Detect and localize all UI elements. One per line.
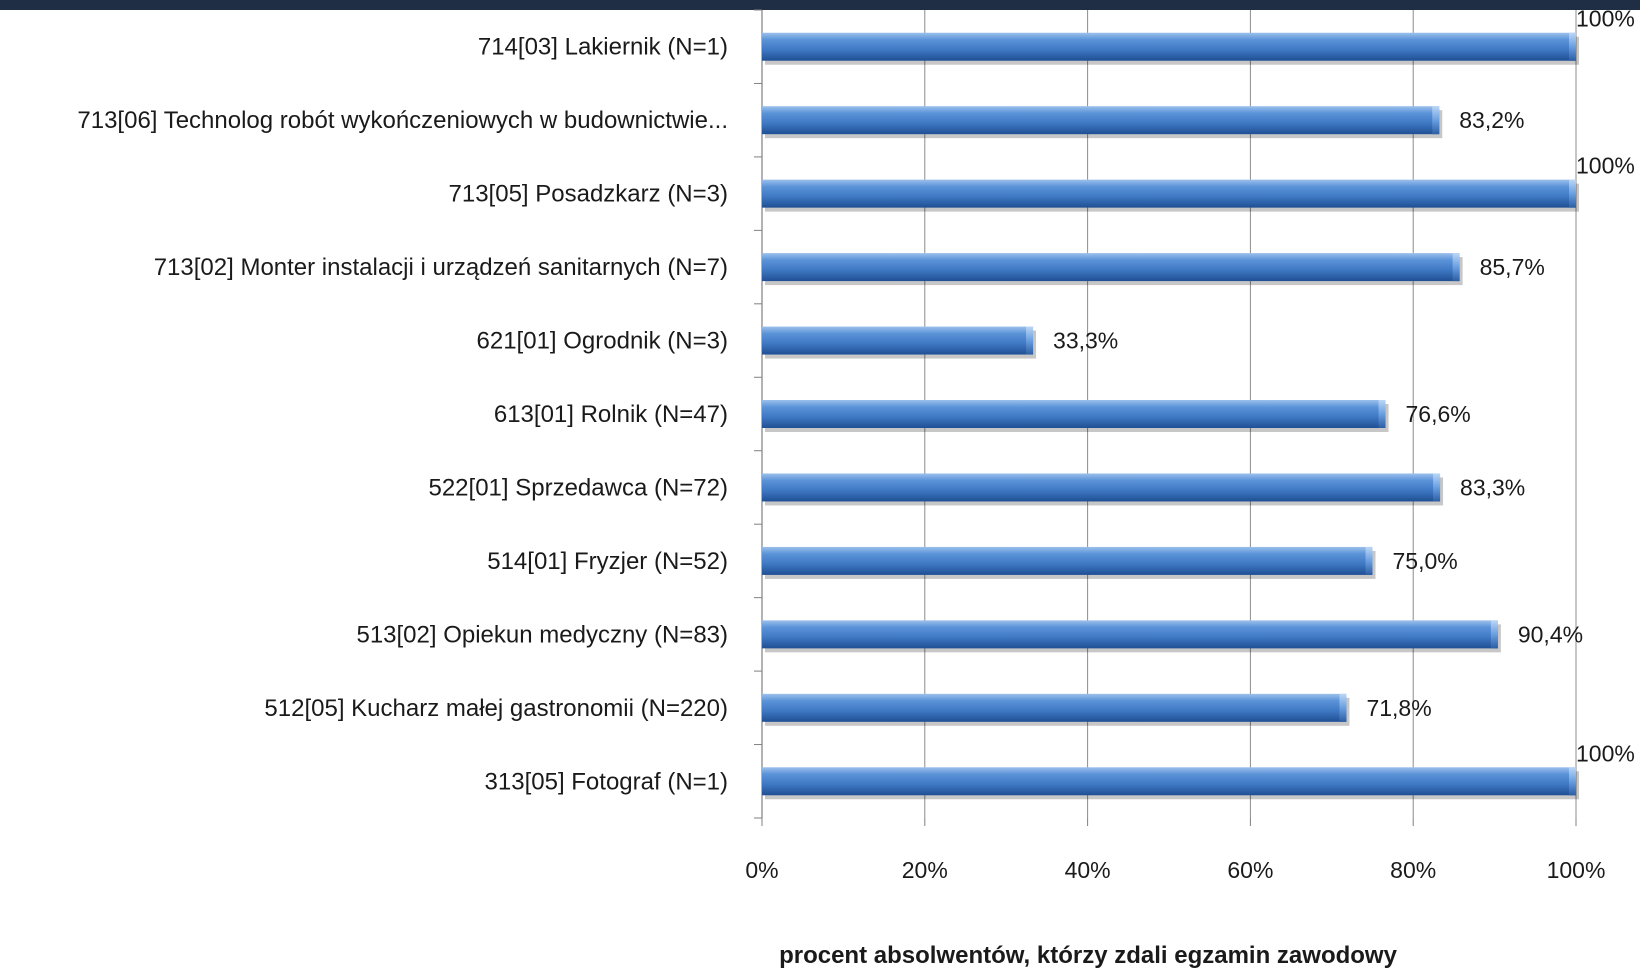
- category-label: 714[03] Lakiernik (N=1): [478, 34, 728, 61]
- bar-end-cap: [1339, 693, 1347, 722]
- bar-body: [762, 253, 1460, 282]
- data-labels: 100% 83,2% 100% 85,7% 33,3% 76,6% 83,3% 75,0% 90…: [1053, 6, 1635, 767]
- bar-body: [762, 106, 1440, 135]
- x-tick-label: 40%: [1065, 857, 1111, 883]
- x-axis-title: procent absolwentów, którzy zdali egzami…: [779, 942, 1398, 969]
- category-label: 613[01] Rolnik (N=47): [494, 401, 728, 428]
- category-label: 514[01] Fryzjer (N=52): [487, 548, 728, 575]
- data-label: 71,8%: [1366, 695, 1431, 721]
- bar-end-cap: [1569, 179, 1576, 208]
- bar: [762, 179, 1579, 212]
- bar-body: [762, 179, 1576, 208]
- bar-end-cap: [1026, 326, 1034, 355]
- bar-body: [762, 767, 1576, 796]
- bar: [762, 767, 1579, 800]
- data-label: 75,0%: [1393, 548, 1458, 574]
- bar-body: [762, 400, 1386, 428]
- bar: [762, 400, 1389, 432]
- bar: [762, 693, 1350, 726]
- data-label: 100%: [1576, 740, 1635, 766]
- bar: [762, 620, 1501, 653]
- x-tick-label: 80%: [1390, 857, 1436, 883]
- category-labels: 714[03] Lakiernik (N=1) 713[06] Technolog…: [77, 34, 728, 796]
- category-label: 313[05] Fotograf (N=1): [485, 768, 728, 795]
- bar: [762, 546, 1376, 579]
- category-label: 713[06] Technolog robót wykończeniowych …: [77, 107, 728, 134]
- data-label: 83,2%: [1459, 107, 1524, 133]
- bar: [762, 106, 1443, 139]
- bar: [762, 326, 1037, 359]
- x-tick-labels: 0% 20% 40% 60% 80% 100%: [745, 857, 1605, 883]
- data-label: 100%: [1576, 153, 1635, 179]
- bar-body: [762, 326, 1034, 355]
- bar-end-cap: [1365, 546, 1373, 575]
- x-tick-label: 0%: [745, 857, 778, 883]
- bar-body: [762, 693, 1347, 722]
- bar-end-cap: [1433, 473, 1441, 502]
- category-label: 522[01] Sprzedawca (N=72): [428, 474, 728, 501]
- bar-end-cap: [1490, 620, 1498, 649]
- bar-end-cap: [1569, 32, 1576, 61]
- category-label: 513[02] Opiekun medyczny (N=83): [356, 621, 728, 648]
- top-band: [0, 0, 1640, 10]
- bar-end-cap: [1452, 253, 1460, 282]
- data-label: 90,4%: [1518, 621, 1583, 647]
- bar: [762, 32, 1579, 65]
- x-tick-label: 100%: [1547, 857, 1606, 883]
- data-label: 100%: [1576, 6, 1635, 32]
- bar-body: [762, 32, 1576, 61]
- data-label: 83,3%: [1460, 474, 1525, 500]
- data-label: 33,3%: [1053, 328, 1118, 354]
- bar-end-cap: [1432, 106, 1440, 135]
- category-label: 713[02] Monter instalacji i urządzeń san…: [154, 254, 728, 281]
- category-label: 621[01] Ogrodnik (N=3): [477, 328, 728, 355]
- category-label: 512[05] Kucharz małej gastronomii (N=220…: [264, 695, 728, 722]
- bar-body: [762, 620, 1498, 649]
- category-label: 713[05] Posadzkarz (N=3): [449, 181, 728, 208]
- x-tick-label: 20%: [902, 857, 948, 883]
- bars: [762, 32, 1579, 800]
- bar-body: [762, 546, 1373, 575]
- bar: [762, 253, 1463, 286]
- bar: [762, 473, 1444, 506]
- bar-end-cap: [1569, 767, 1576, 796]
- bar-end-cap: [1378, 400, 1386, 428]
- data-label: 76,6%: [1406, 401, 1471, 427]
- x-tick-label: 60%: [1227, 857, 1273, 883]
- data-label: 85,7%: [1480, 254, 1545, 280]
- bar-body: [762, 473, 1441, 502]
